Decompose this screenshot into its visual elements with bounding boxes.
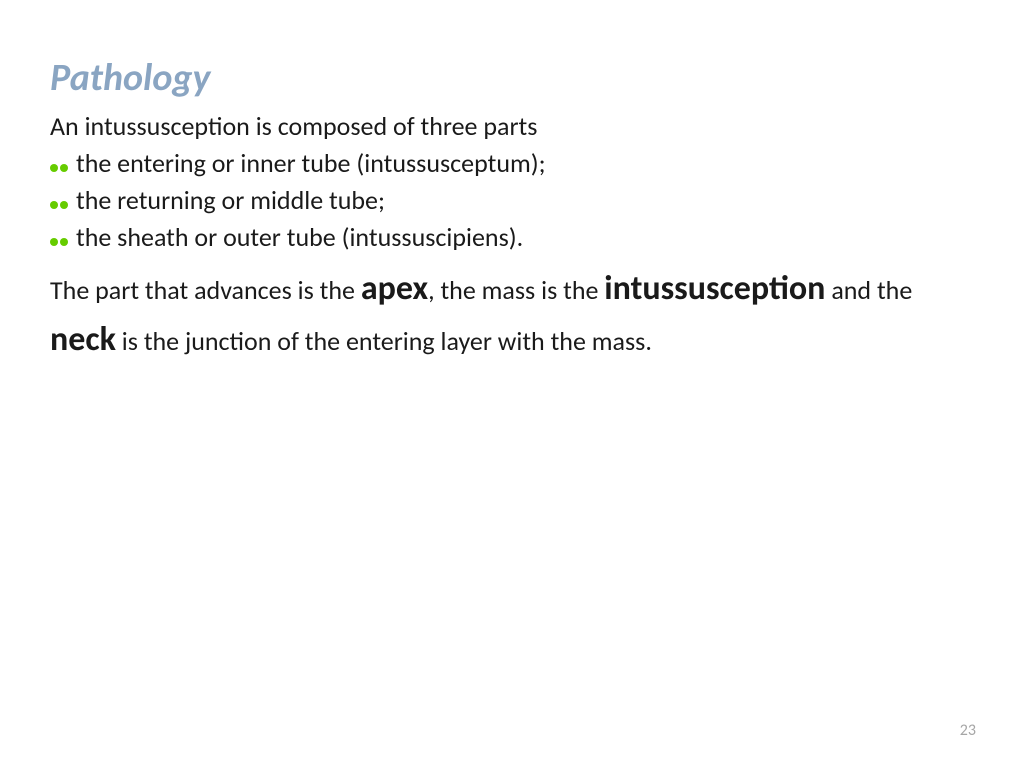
bullet-item: the sheath or outer tube (intussuscipien…	[50, 220, 974, 255]
body-paragraph: The part that advances is the apex, the …	[50, 263, 974, 365]
emphasis-intussusception: intussusception	[604, 268, 825, 309]
para-text: , the mass is the	[428, 274, 604, 306]
intro-text: An intussusception is composed of three …	[50, 109, 974, 144]
bullet-text: the entering or inner tube (intussuscept…	[76, 146, 546, 181]
bullet-icon	[50, 201, 68, 209]
bullet-text: the sheath or outer tube (intussuscipien…	[76, 220, 523, 255]
emphasis-neck: neck	[50, 319, 116, 360]
bullet-icon	[50, 164, 68, 172]
bullet-item: the returning or middle tube;	[50, 183, 974, 218]
slide-title: Pathology	[50, 55, 974, 101]
bullet-icon	[50, 238, 68, 246]
bullet-item: the entering or inner tube (intussuscept…	[50, 146, 974, 181]
page-number: 23	[960, 721, 976, 740]
para-text: The part that advances is the	[50, 274, 361, 306]
emphasis-apex: apex	[361, 268, 428, 309]
bullet-text: the returning or middle tube;	[76, 183, 385, 218]
para-text: and the	[825, 274, 912, 306]
para-text: is the junction of the entering layer wi…	[116, 325, 652, 357]
